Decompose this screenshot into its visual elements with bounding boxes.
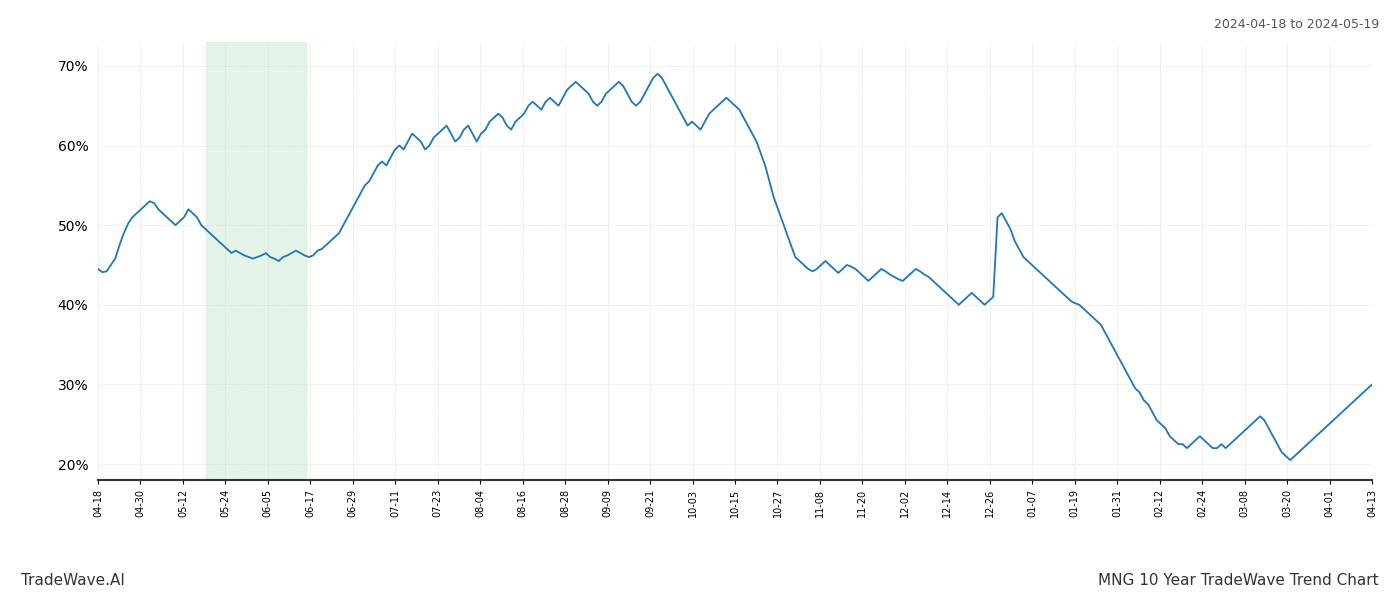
Bar bbox=[206, 42, 305, 480]
Text: 2024-04-18 to 2024-05-19: 2024-04-18 to 2024-05-19 bbox=[1214, 18, 1379, 31]
Text: MNG 10 Year TradeWave Trend Chart: MNG 10 Year TradeWave Trend Chart bbox=[1099, 573, 1379, 588]
Text: TradeWave.AI: TradeWave.AI bbox=[21, 573, 125, 588]
